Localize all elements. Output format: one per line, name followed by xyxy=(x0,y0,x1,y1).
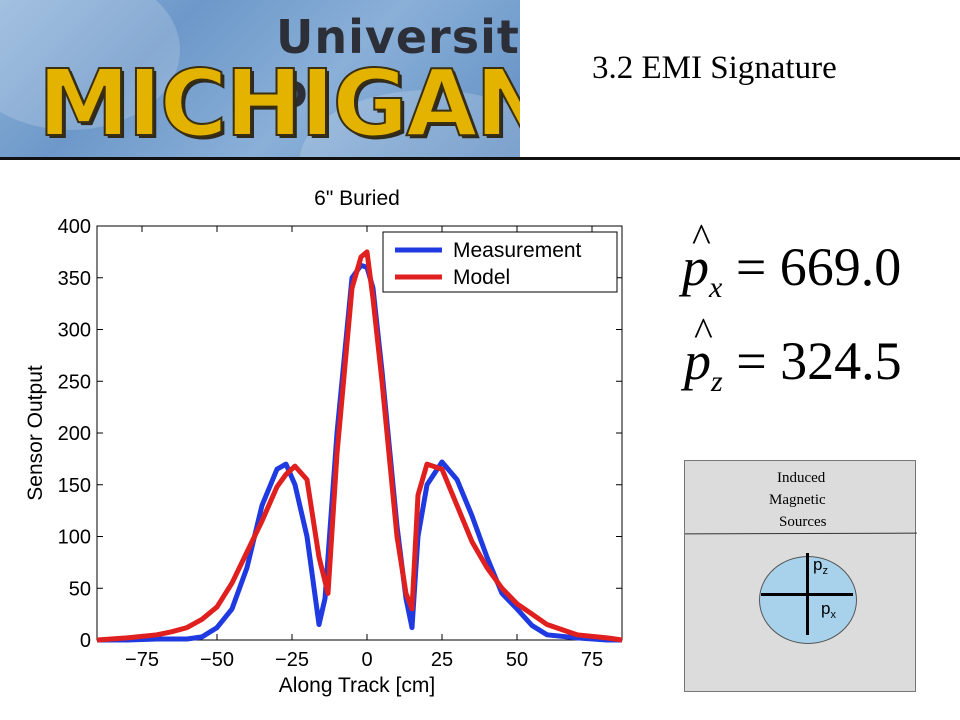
logo-text-university: University of xyxy=(276,10,520,118)
y-axis-label: Sensor Output xyxy=(24,365,47,501)
series-line-model xyxy=(96,249,623,643)
header-divider xyxy=(0,157,960,160)
pz-axis-arrow xyxy=(806,553,809,635)
plot-area xyxy=(96,225,623,641)
equation-pz: ^ pz = 324.5 xyxy=(684,309,902,398)
x-tick-label: −75 xyxy=(125,649,159,671)
hat-accent: ^ xyxy=(692,215,711,260)
y-tick-label: 50 xyxy=(69,578,91,600)
x-tick-label: 25 xyxy=(431,649,453,671)
y-tick-label: 300 xyxy=(58,320,91,342)
pz-label: pz xyxy=(813,555,828,577)
equation-pz-subscript: z xyxy=(711,365,723,398)
equation-px-value: = 669.0 xyxy=(735,237,902,297)
equation-px: ^ px = 669.0 xyxy=(682,215,902,304)
equation-px-subscript: x xyxy=(709,271,723,304)
chart-title: 6" Buried xyxy=(314,187,400,210)
y-tick-label: 100 xyxy=(58,527,91,549)
legend-label-model: Model xyxy=(453,266,510,289)
series-layer xyxy=(96,249,623,643)
axis-ticks: 0 50 100 150 200 250 300 350 400 −75 −50 −25 0 25 50 75 xyxy=(58,216,622,671)
university-logo-banner: University of MICHIGAN xyxy=(0,0,520,158)
x-tick-label: −25 xyxy=(275,649,309,671)
x-tick-label: 50 xyxy=(506,649,528,671)
px-label: px xyxy=(821,599,836,621)
x-tick-label: 75 xyxy=(581,649,603,671)
y-tick-label: 200 xyxy=(58,423,91,445)
logo-text-michigan: MICHIGAN xyxy=(37,50,520,157)
ground-surface-line xyxy=(684,532,918,535)
legend: Measurement Model xyxy=(382,231,618,293)
y-tick-label: 250 xyxy=(58,371,91,393)
x-tick-label: 0 xyxy=(361,649,372,671)
equation-pz-value: = 324.5 xyxy=(736,331,902,391)
slide-title: 3.2 EMI Signature xyxy=(592,50,837,86)
y-tick-label: 400 xyxy=(58,216,91,238)
x-tick-label: −50 xyxy=(200,649,234,671)
induced-sources-diagram: Induced Magnetic Sources pz px xyxy=(684,460,918,692)
x-axis-label: Along Track [cm] xyxy=(279,674,435,697)
hat-accent: ^ xyxy=(694,309,713,354)
y-tick-label: 150 xyxy=(58,475,91,497)
y-tick-label: 350 xyxy=(58,268,91,290)
y-tick-label: 0 xyxy=(80,630,91,652)
legend-label-measurement: Measurement xyxy=(453,239,582,262)
legend-box xyxy=(382,231,618,293)
